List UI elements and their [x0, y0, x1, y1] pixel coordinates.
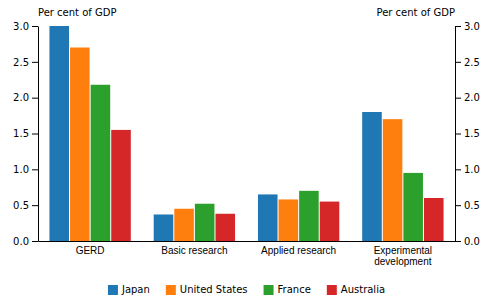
legend-swatch — [327, 285, 337, 295]
y2-axis-tick-label: 2.0 — [464, 92, 480, 103]
y-axis-tick-label: 3.0 — [13, 21, 29, 32]
y2-axis-tick-line — [455, 241, 461, 242]
x-axis-tick: Applied research — [261, 245, 336, 256]
x-axis-tick-label: GERD — [76, 245, 105, 256]
x-axis-tick: Experimentaldevelopment — [374, 245, 432, 267]
x-axis-tick-label-line: Applied research — [261, 245, 336, 256]
y2-axis: 0.0 0.5 1.0 1.5 2.0 2.5 3.0 — [455, 21, 480, 247]
x-axis-tick-label: Applied research — [261, 245, 336, 256]
y-axis-tick: 2.0 — [13, 92, 38, 103]
y2-axis-tick-label: 1.0 — [464, 164, 480, 175]
y-axis-tick-line — [32, 62, 38, 63]
y2-axis-tick-label: 2.5 — [464, 57, 480, 68]
y-axis-tick-label: 1.0 — [13, 164, 29, 175]
legend-item: Australia — [327, 284, 385, 295]
legend-item: Japan — [108, 284, 150, 295]
y2-axis-tick-line — [455, 205, 461, 206]
legend-item: France — [264, 284, 311, 295]
bar — [258, 194, 278, 241]
bar-series — [70, 48, 402, 242]
y-axis-tick: 0.5 — [13, 200, 38, 211]
y2-axis-tick: 2.0 — [455, 92, 480, 103]
y-axis-tick-line — [32, 26, 38, 27]
bar — [195, 204, 215, 241]
bar — [111, 130, 131, 241]
x-axis-tick: Basic research — [161, 245, 227, 256]
bar-series — [49, 26, 381, 241]
legend-label: Japan — [121, 284, 150, 295]
x-axis-tick-label-line: GERD — [76, 245, 105, 256]
y-axis-tick: 1.5 — [13, 128, 38, 139]
legend-swatch — [166, 285, 176, 295]
x-axis-tick-label: Basic research — [161, 245, 227, 256]
legend-swatch — [108, 285, 118, 295]
y-axis-tick-line — [32, 241, 38, 242]
x-axis-tick-label: Experimentaldevelopment — [374, 245, 432, 267]
y-axis-tick-label: 0.5 — [13, 200, 29, 211]
y2-axis-tick-label: 0.5 — [464, 200, 480, 211]
y-axis-tick: 0.0 — [13, 236, 38, 247]
x-axis-tick-label-line: Basic research — [161, 245, 227, 256]
y-axis-domain — [38, 27, 39, 242]
bar — [299, 191, 319, 241]
plot: 0.0 0.5 1.0 1.5 2.0 2.5 3.0 0.0 0.5 1.0 1.5 2.0 2.5 3… — [13, 21, 480, 267]
x-axis-tick-label-line: Experimental — [374, 245, 432, 256]
bar — [154, 214, 174, 241]
bar-series — [111, 130, 443, 241]
y-axis-tick: 2.5 — [13, 57, 38, 68]
y-axis-tick: 1.0 — [13, 164, 38, 175]
y-axis-tick-line — [32, 134, 38, 135]
y2-axis-tick: 2.5 — [455, 57, 480, 68]
bar — [91, 85, 111, 241]
bar-series — [91, 85, 423, 241]
x-axis: GERD Basic research Applied research Experi… — [39, 242, 456, 268]
y-axis: 0.0 0.5 1.0 1.5 2.0 2.5 3.0 — [13, 21, 38, 247]
legend: Japan United States France Australia — [108, 284, 385, 295]
y2-axis-tick-line — [455, 62, 461, 63]
x-axis-tick: GERD — [76, 245, 105, 256]
bar — [320, 202, 340, 241]
legend-item: United States — [166, 284, 248, 295]
y2-axis-tick: 3.0 — [455, 21, 480, 32]
legend-label: United States — [180, 284, 248, 295]
bar — [49, 26, 69, 241]
y-axis-tick-line — [32, 169, 38, 170]
y-axis-label: Per cent of GDP — [38, 7, 117, 18]
legend-swatch — [264, 285, 274, 295]
y-axis-tick-label: 1.5 — [13, 128, 29, 139]
y2-axis-tick-line — [455, 169, 461, 170]
y2-axis-tick: 0.0 — [455, 236, 480, 247]
legend-label: France — [278, 284, 311, 295]
y2-axis-tick-line — [455, 26, 461, 27]
bar — [383, 119, 403, 241]
y-axis-tick: 3.0 — [13, 21, 38, 32]
chart: 0.0 0.5 1.0 1.5 2.0 2.5 3.0 0.0 0.5 1.0 1.5 2.0 2.5 3… — [0, 0, 493, 303]
y-axis-tick-label: 2.5 — [13, 57, 29, 68]
y2-axis-tick: 1.5 — [455, 128, 480, 139]
y-axis-tick-label: 0.0 — [13, 236, 29, 247]
y2-axis-tick-line — [455, 134, 461, 135]
y2-axis-tick-label: 3.0 — [464, 21, 480, 32]
legend-label: Australia — [341, 284, 385, 295]
x-axis-tick-label-line: development — [374, 256, 431, 267]
y2-axis-tick-label: 0.0 — [464, 236, 480, 247]
bar — [279, 199, 299, 241]
y2-axis-label: Per cent of GDP — [376, 7, 455, 18]
y2-axis-tick: 0.5 — [455, 200, 480, 211]
x-axis-domain — [39, 241, 456, 242]
bar — [174, 209, 194, 241]
bar — [70, 48, 90, 242]
bars — [49, 26, 443, 241]
y2-axis-tick-line — [455, 98, 461, 99]
y2-axis-tick-label: 1.5 — [464, 128, 480, 139]
y-axis-tick-label: 2.0 — [13, 92, 29, 103]
y-axis-tick-line — [32, 98, 38, 99]
y2-axis-tick: 1.0 — [455, 164, 480, 175]
bar — [403, 173, 423, 241]
bar — [362, 112, 382, 241]
bar — [215, 214, 235, 241]
y-axis-tick-line — [32, 205, 38, 206]
bar — [424, 198, 444, 241]
